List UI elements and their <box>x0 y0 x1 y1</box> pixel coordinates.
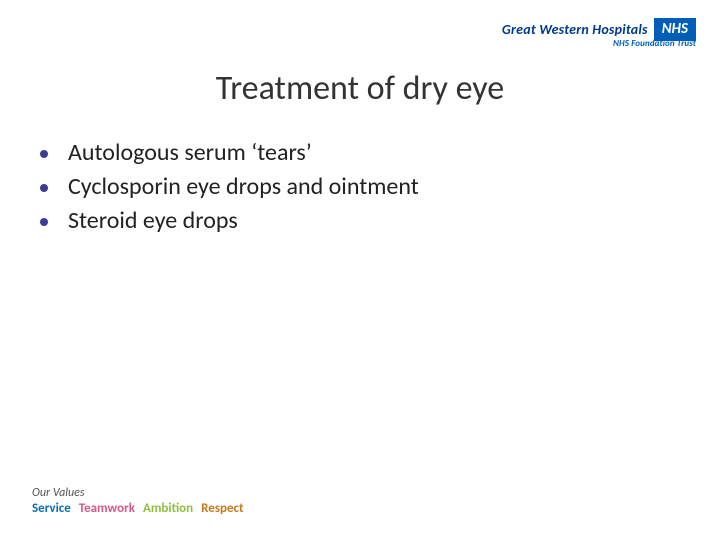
footer-values-row: Service Teamwork Ambition Respect <box>32 501 243 516</box>
footer-value-respect: Respect <box>201 501 243 516</box>
list-item: Cyclosporin eye drops and ointment <box>40 172 680 202</box>
footer-value-service: Service <box>32 501 71 516</box>
bullet-list: Autologous serum ‘tears’ Cyclosporin eye… <box>40 138 680 240</box>
bullet-icon <box>40 184 48 192</box>
list-item: Autologous serum ‘tears’ <box>40 138 680 168</box>
bullet-text: Autologous serum ‘tears’ <box>68 138 312 168</box>
footer-title: Our Values <box>32 486 243 500</box>
bullet-icon <box>40 150 48 158</box>
footer-value-ambition: Ambition <box>143 501 193 516</box>
slide-title: Treatment of dry eye <box>0 68 720 109</box>
org-name: Great Western Hospitals <box>502 21 648 38</box>
footer: Our Values Service Teamwork Ambition Res… <box>32 486 243 516</box>
bullet-icon <box>40 218 48 226</box>
bullet-text: Cyclosporin eye drops and ointment <box>68 172 419 202</box>
footer-value-teamwork: Teamwork <box>79 501 135 516</box>
org-subline: NHS Foundation Trust <box>613 38 696 49</box>
list-item: Steroid eye drops <box>40 206 680 236</box>
bullet-text: Steroid eye drops <box>68 206 238 236</box>
